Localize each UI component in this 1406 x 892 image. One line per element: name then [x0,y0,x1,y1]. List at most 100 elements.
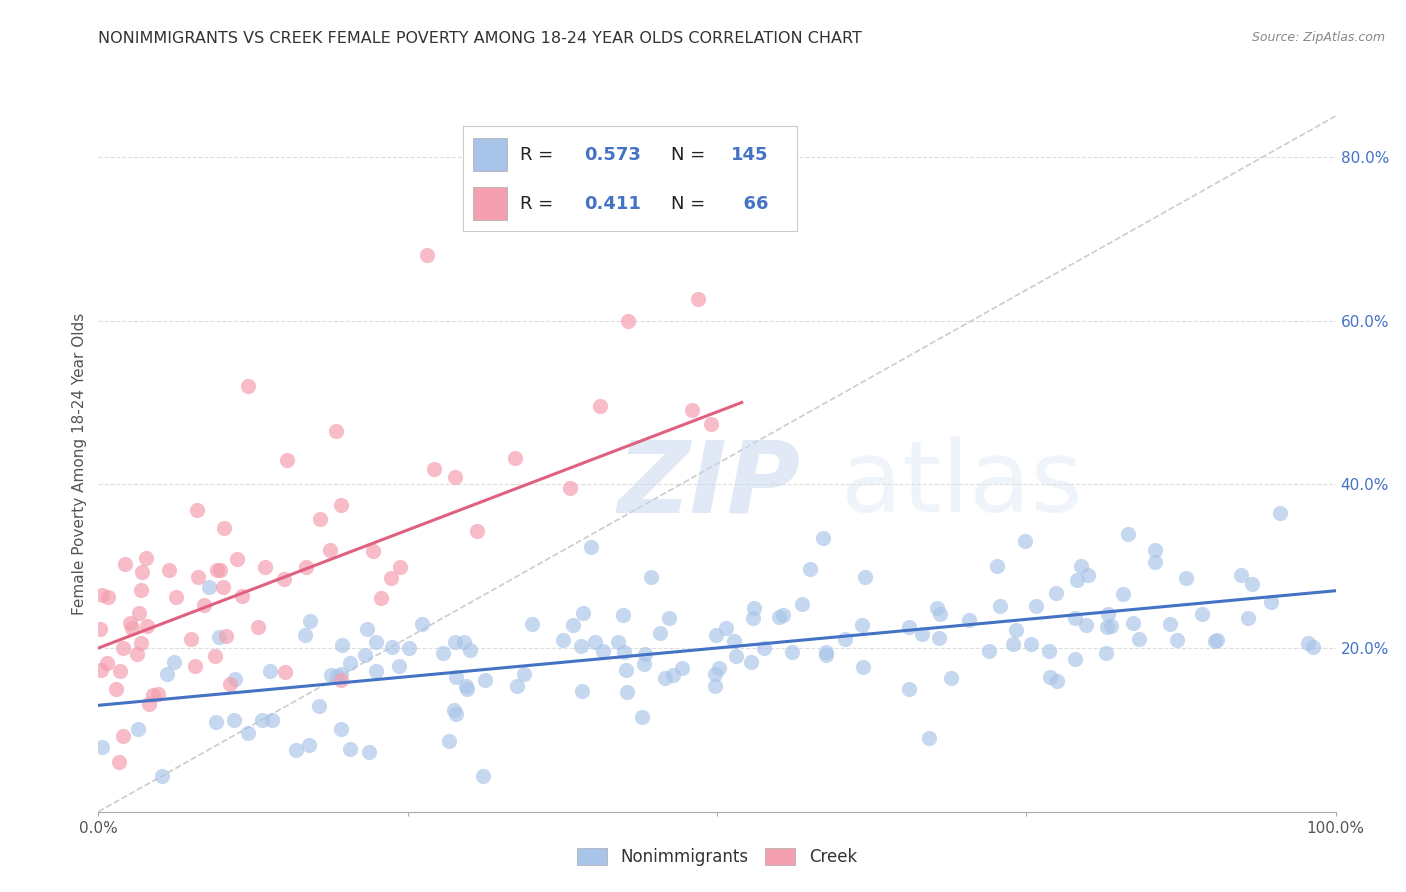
Point [308,699,330,714]
Point [928,631,950,645]
Point [744,600,766,615]
Point [1260,595,1282,609]
Point [432,646,454,660]
Point [583,635,606,649]
Point [219,677,242,691]
Point [150,769,173,783]
Point [1205,633,1227,648]
Point [1038,643,1060,657]
Point [204,649,226,664]
Point [398,640,420,655]
Point [811,531,834,545]
Point [1268,506,1291,520]
Legend: Nonimmigrants, Creek: Nonimmigrants, Creek [571,841,863,873]
Point [941,671,963,685]
Point [927,601,949,615]
Point [474,673,496,688]
Point [1070,558,1092,573]
Point [156,666,179,681]
Point [108,664,131,678]
Point [790,597,813,611]
Point [1019,636,1042,650]
Text: ZIP: ZIP [619,436,801,533]
Text: Source: ZipAtlas.com: Source: ZipAtlas.com [1251,31,1385,45]
Point [799,562,821,576]
Point [198,580,221,594]
Point [326,669,349,683]
Point [212,521,235,535]
Point [780,645,803,659]
Point [453,635,475,649]
Point [505,450,527,465]
Point [142,688,165,702]
Point [236,379,259,393]
Point [957,614,980,628]
Point [1095,620,1118,634]
Point [125,647,148,661]
Point [1112,587,1135,601]
Point [633,657,655,671]
Point [329,673,352,687]
Point [439,734,461,748]
Point [1101,619,1123,633]
Point [465,524,488,538]
Point [513,666,536,681]
Point [654,672,676,686]
Point [129,582,152,597]
Point [1045,586,1067,600]
Point [640,570,662,584]
Point [1166,633,1188,648]
Point [1045,674,1067,689]
Point [662,668,685,682]
Point [330,498,353,512]
Point [422,462,444,476]
Point [330,666,353,681]
Point [339,657,361,671]
Point [187,570,209,584]
Point [688,292,710,306]
Point [259,664,281,678]
Point [706,628,728,642]
Point [1174,571,1197,585]
Point [648,625,671,640]
Point [131,565,153,579]
Y-axis label: Female Poverty Among 18-24 Year Olds: Female Poverty Among 18-24 Year Olds [72,313,87,615]
Point [607,635,630,649]
Text: NONIMMIGRANTS VS CREEK FEMALE POVERTY AMONG 18-24 YEAR OLDS CORRELATION CHART: NONIMMIGRANTS VS CREEK FEMALE POVERTY AM… [98,31,862,46]
Point [918,731,941,746]
Point [740,655,762,669]
Point [295,560,318,574]
Point [325,425,347,439]
Point [253,559,276,574]
Point [671,661,693,675]
Point [356,622,378,636]
Point [592,643,614,657]
Point [631,710,654,724]
Point [703,666,725,681]
Point [285,742,308,756]
Point [1241,577,1264,591]
Point [579,540,602,554]
Point [129,636,152,650]
Point [298,738,321,752]
Point [1159,617,1181,632]
Point [1191,607,1213,621]
Point [205,715,228,730]
Point [96,591,118,605]
Point [225,552,247,566]
Point [135,551,157,566]
Point [136,619,159,633]
Point [703,679,725,693]
Point [90,663,112,677]
Point [768,610,790,624]
Point [616,685,638,699]
Point [118,615,141,630]
Point [1237,611,1260,625]
Point [815,645,838,659]
Point [700,417,723,432]
Point [215,629,238,643]
Point [617,313,640,327]
Point [986,559,1008,574]
Point [633,648,655,662]
Point [471,769,494,783]
